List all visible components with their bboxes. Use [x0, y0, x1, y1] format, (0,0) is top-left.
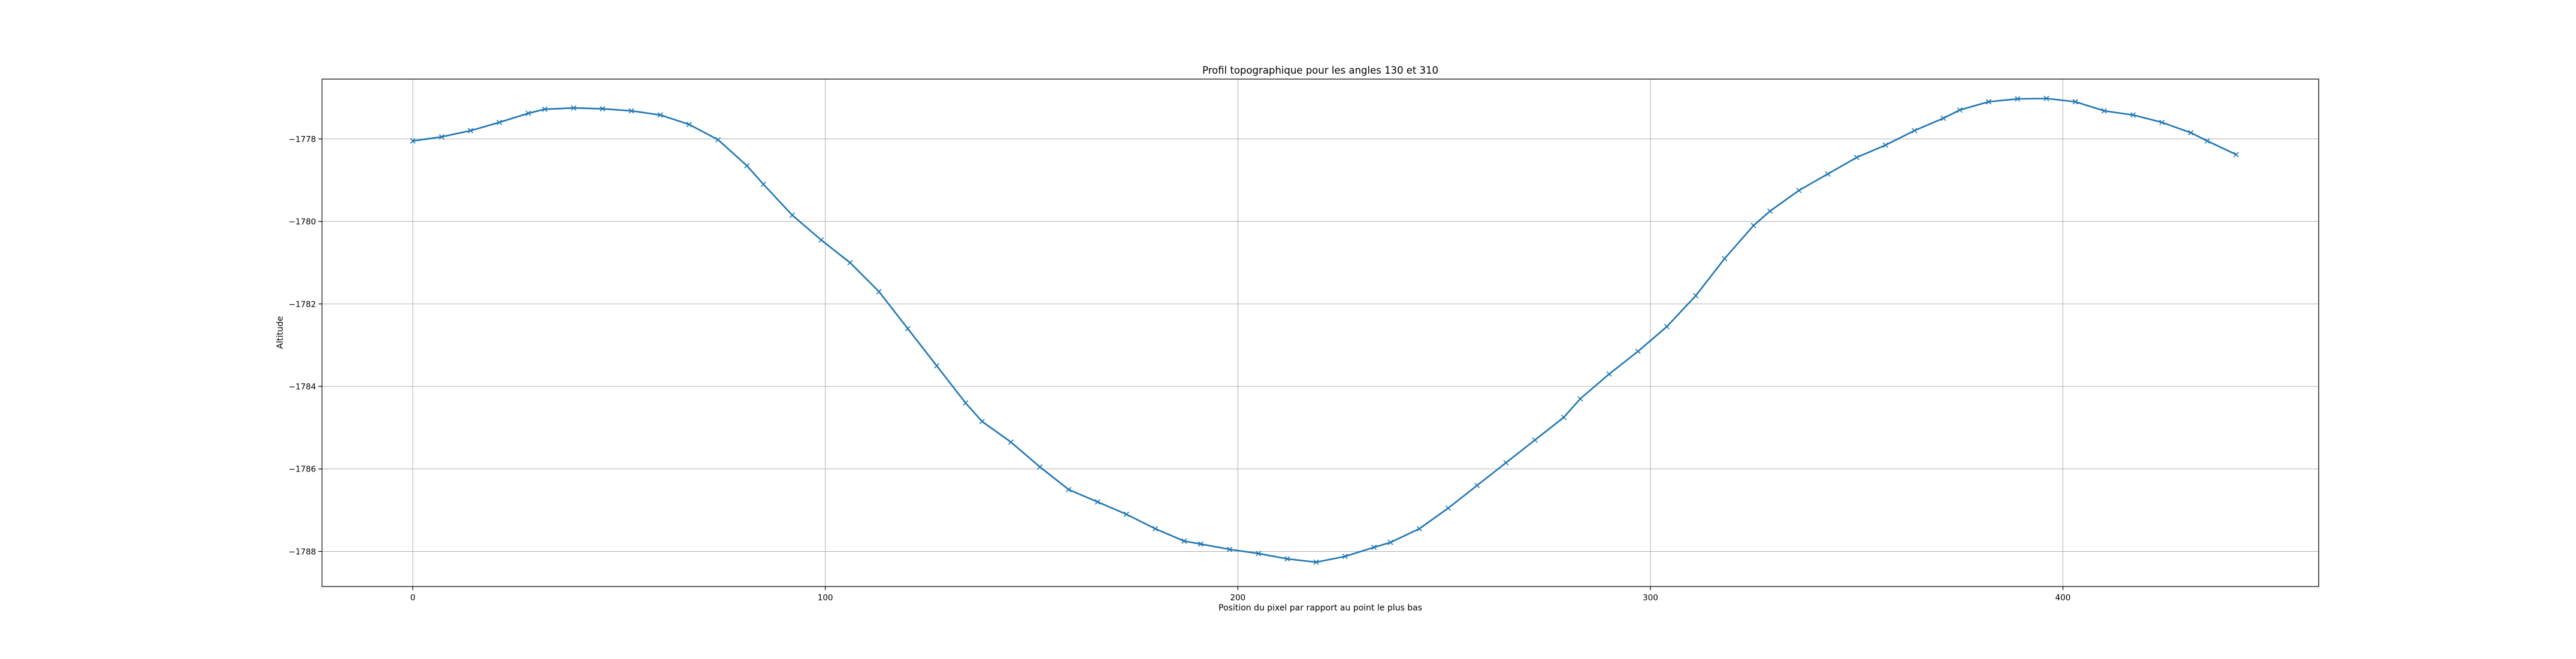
- grid: [322, 79, 2319, 587]
- data-point-marker: [1532, 437, 1538, 443]
- data-point-marker: [1181, 538, 1187, 544]
- data-point-marker: [2015, 96, 2021, 102]
- data-point-marker: [1342, 554, 1348, 560]
- x-tick-label: 0: [410, 593, 416, 603]
- data-point-marker: [1767, 208, 1773, 214]
- data-point-marker: [1940, 115, 1946, 121]
- data-point-marker: [789, 212, 796, 218]
- x-axis-label: Position du pixel par rapport au point l…: [1219, 603, 1422, 613]
- data-point-marker: [2130, 112, 2136, 118]
- plot-frame: [321, 78, 2320, 587]
- data-point-marker: [1635, 348, 1641, 355]
- x-tick-label: 100: [818, 593, 833, 603]
- x-tick-label: 200: [1230, 593, 1245, 603]
- data-point-marker: [1577, 396, 1583, 402]
- data-point-marker: [818, 237, 824, 243]
- data-point-marker: [410, 138, 416, 144]
- data-point-marker: [1371, 545, 1377, 551]
- data-point-marker: [1722, 255, 1728, 262]
- data-point-marker: [628, 108, 634, 114]
- data-point-marker: [2205, 138, 2211, 144]
- plot-area: [322, 79, 2319, 587]
- data-point-marker: [542, 106, 548, 112]
- data-point-marker: [2101, 108, 2107, 114]
- data-point-marker: [497, 119, 503, 125]
- data-point-marker: [1693, 292, 1699, 299]
- data-point-marker: [1912, 128, 1918, 134]
- data-point-marker: [1198, 541, 1204, 547]
- data-point-marker: [1284, 556, 1290, 562]
- y-tick-label: −1788: [289, 547, 316, 557]
- data-point-marker: [1387, 539, 1393, 545]
- data-point-marker: [847, 259, 853, 266]
- y-tick-label: −1782: [289, 300, 316, 309]
- data-point-marker: [1445, 505, 1452, 511]
- data-point-marker: [1796, 188, 1802, 194]
- data-point-marker: [1256, 551, 1262, 557]
- data-point-marker: [439, 134, 445, 140]
- data-point-marker: [2159, 119, 2165, 125]
- data-point-marker: [2233, 152, 2239, 158]
- y-tick-label: −1778: [289, 135, 316, 144]
- data-point-marker: [1313, 559, 1319, 565]
- y-tick-label: −1780: [289, 217, 316, 227]
- y-tick-label: −1784: [289, 382, 316, 392]
- data-point-marker: [1957, 107, 1963, 113]
- data-point-marker: [934, 363, 940, 369]
- data-point-marker: [1561, 415, 1567, 421]
- chart-title: Profil topographique pour les angles 130…: [1202, 65, 1438, 76]
- data-point-marker: [2072, 99, 2078, 105]
- data-point-marker: [1037, 464, 1043, 470]
- data-point-marker: [1882, 142, 1888, 148]
- data-point-marker: [905, 326, 911, 332]
- data-point-marker: [1123, 511, 1129, 518]
- data-point-marker: [1854, 155, 1860, 161]
- data-point-marker: [1226, 546, 1233, 552]
- data-point-marker: [1095, 499, 1100, 505]
- data-point-marker: [1008, 439, 1014, 445]
- data-point-marker: [744, 163, 750, 169]
- data-point-marker: [876, 289, 882, 295]
- data-point-marker: [571, 105, 577, 111]
- series-line: [412, 98, 2237, 563]
- data-point-marker: [600, 106, 606, 112]
- data-point-marker: [657, 112, 663, 118]
- data-point-marker: [1606, 371, 1612, 377]
- data-point-marker: [1664, 324, 1670, 330]
- axis-ticks: 0 100 200 300 400 −1778 −1780 −1782 −1784 −1786 −1…: [289, 135, 2071, 603]
- data-point-marker: [1825, 171, 1831, 177]
- data-point-marker: [1066, 486, 1072, 492]
- data-point-marker: [467, 128, 473, 134]
- data-point-marker: [525, 110, 531, 116]
- data-point-marker: [1416, 526, 1422, 532]
- data-point-marker: [979, 418, 985, 425]
- data-point-marker: [686, 122, 692, 128]
- data-point-marker: [1750, 222, 1756, 229]
- x-tick-label: 400: [2055, 593, 2071, 603]
- x-tick-label: 300: [1643, 593, 1658, 603]
- y-axis-label: Altitude: [276, 316, 285, 349]
- data-point-marker: [760, 182, 766, 188]
- data-point-marker: [1986, 99, 1992, 105]
- data-point-marker: [1474, 482, 1480, 488]
- data-point-marker: [2188, 129, 2194, 136]
- data-point-marker: [1152, 526, 1159, 532]
- data-point-marker: [2043, 95, 2049, 101]
- series-layer: [410, 95, 2239, 565]
- data-point-marker: [715, 137, 721, 143]
- data-point-marker: [963, 400, 969, 406]
- data-point-marker: [1503, 460, 1509, 465]
- y-tick-label: −1786: [289, 465, 316, 474]
